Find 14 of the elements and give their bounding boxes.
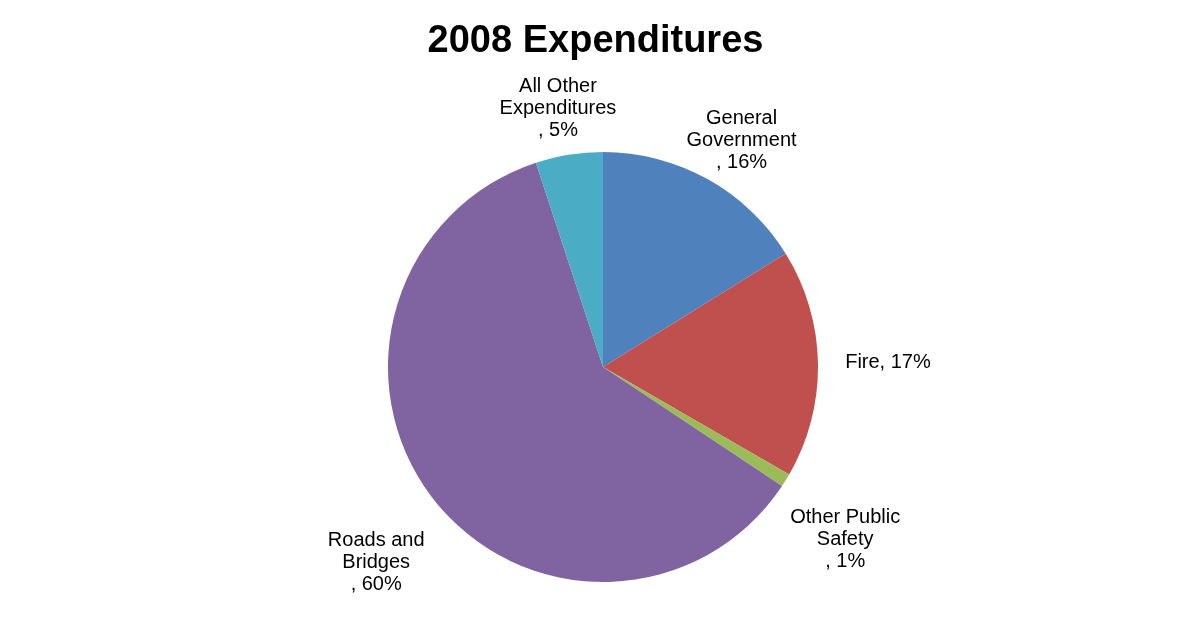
slice-label: Roads and Bridges bbox=[327, 527, 425, 572]
pie-slice bbox=[603, 152, 786, 367]
chart-title: 2008 Expenditures bbox=[427, 18, 764, 60]
slice-label: Fire, 17% bbox=[845, 350, 931, 373]
data-label: , 1% bbox=[825, 549, 866, 572]
slice-label: General Government bbox=[686, 105, 798, 150]
data-label: , 16% bbox=[715, 149, 768, 172]
data-label: , 5% bbox=[537, 117, 579, 140]
pie-slice bbox=[603, 253, 818, 475]
pie-slice bbox=[535, 152, 603, 367]
data-label: , 60% bbox=[350, 571, 402, 594]
slice-label: Other Public Safety bbox=[790, 505, 901, 550]
slice-label: All Other Expenditures bbox=[499, 73, 617, 118]
pie-slice bbox=[603, 367, 790, 487]
